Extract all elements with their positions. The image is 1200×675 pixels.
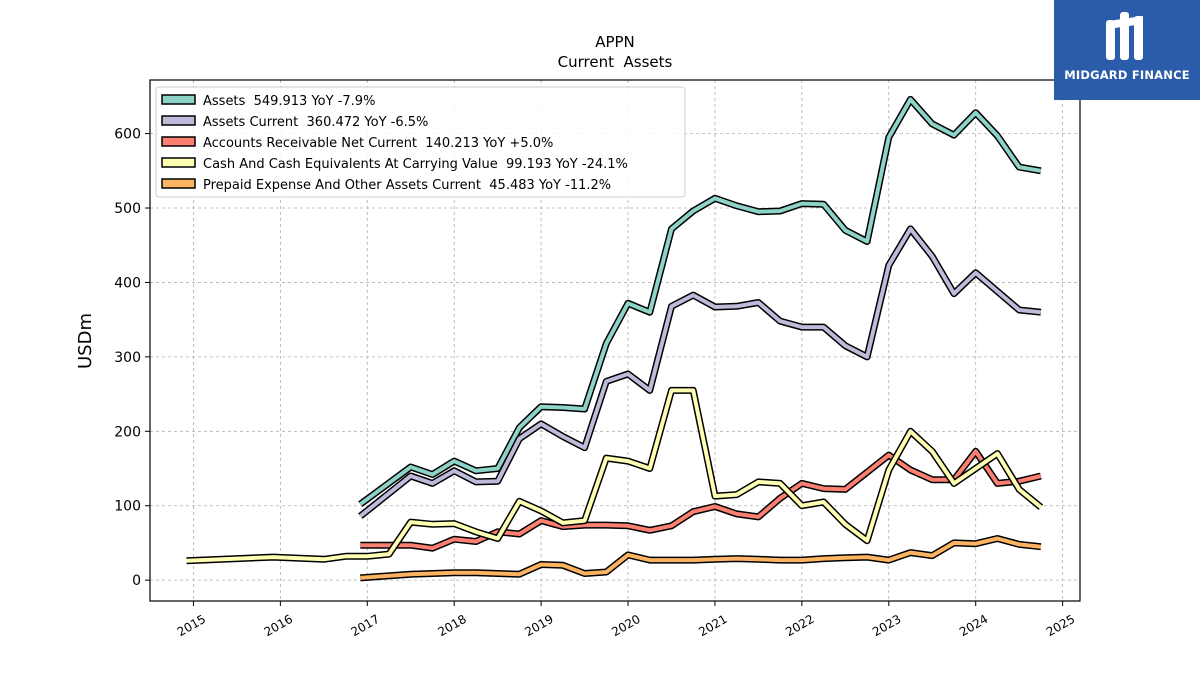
x-tick-label: 2023 [870, 612, 903, 639]
y-tick-label: 200 [114, 424, 141, 440]
x-tick-label: 2022 [783, 612, 816, 639]
legend-label: Assets Current 360.472 YoY -6.5% [203, 115, 428, 130]
series-line [360, 536, 1042, 580]
brand-mark-icon [1106, 12, 1143, 60]
series-outline [186, 386, 1044, 565]
chart-subtitle: Current Assets [558, 53, 673, 71]
legend-swatch [161, 178, 196, 189]
y-tick-label: 300 [114, 350, 141, 366]
x-tick-label: 2015 [175, 612, 208, 639]
legend-box [155, 86, 686, 198]
legend-swatch [161, 157, 196, 168]
y-tick-label: 500 [114, 201, 141, 217]
x-axis-ticks: 2015 2016 2017 2018 2019 2020 2021 2022 2023 2024… [175, 601, 1077, 639]
grid [150, 80, 1080, 601]
y-tick-label: 400 [114, 275, 141, 291]
series-lines [186, 95, 1044, 582]
legend-swatch [161, 115, 196, 126]
x-tick-label: 2021 [696, 612, 729, 639]
x-tick-label: 2019 [522, 612, 555, 639]
series-line [359, 97, 1042, 506]
y-tick-label: 600 [114, 127, 141, 143]
legend-label: Assets 549.913 YoY -7.9% [203, 94, 375, 109]
brand-logo: MIDGARD FINANCE [1054, 0, 1200, 100]
plot-frame [149, 79, 1081, 602]
x-tick-label: 2024 [957, 612, 990, 639]
series-line [359, 226, 1042, 518]
y-axis-ticks: 0 100 200 300 400 500 600 [114, 127, 150, 589]
legend-label: Cash And Cash Equivalents At Carrying Va… [203, 157, 628, 172]
legend-label: Prepaid Expense And Other Assets Current… [203, 178, 611, 193]
brand-name: MIDGARD FINANCE [1064, 68, 1190, 82]
x-tick-label: 2016 [262, 612, 295, 639]
y-tick-label: 0 [132, 573, 141, 589]
series-line [186, 388, 1043, 563]
x-tick-label: 2018 [435, 612, 468, 639]
x-tick-label: 2020 [609, 612, 642, 639]
legend-swatch [161, 94, 196, 105]
x-tick-label: 2025 [1044, 612, 1077, 639]
chart-title: APPN [595, 33, 635, 51]
x-tick-label: 2017 [349, 612, 382, 639]
legend: Assets 549.913 YoY -7.9% Assets Current 3… [155, 86, 686, 198]
y-axis-label: USDm [75, 313, 96, 369]
y-tick-label: 100 [114, 499, 141, 515]
legend-swatch [161, 136, 196, 147]
legend-label: Accounts Receivable Net Current 140.213 … [203, 136, 553, 151]
